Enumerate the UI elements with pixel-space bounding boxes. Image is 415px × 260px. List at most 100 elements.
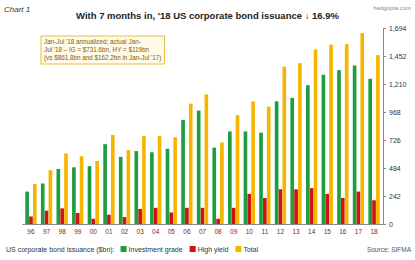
tick-label: 05 <box>168 228 176 235</box>
series <box>25 65 372 224</box>
tick-label: 1,452 <box>389 53 407 60</box>
tick: 16 <box>339 224 347 235</box>
tick: 09 <box>230 224 238 235</box>
bar <box>169 212 173 224</box>
bar <box>263 198 267 224</box>
tick: 96 <box>27 224 35 235</box>
bar <box>92 219 96 224</box>
tick-label: 16 <box>339 228 347 235</box>
bar <box>76 213 80 224</box>
bar <box>45 211 49 224</box>
series <box>33 33 380 224</box>
tick: 11 <box>262 224 269 235</box>
annotation-text: Jan-Jul '18 annualized; actual Jan- <box>44 38 141 45</box>
bar <box>376 55 380 224</box>
tick-label: 09 <box>230 228 238 235</box>
tick-label: 10 <box>246 228 254 235</box>
bar <box>142 136 146 224</box>
legend-swatch <box>235 246 241 252</box>
tick: 484 <box>383 165 401 172</box>
bar <box>314 49 318 224</box>
tick: 01 <box>105 224 113 235</box>
tick: 726 <box>383 137 401 144</box>
bar <box>185 208 189 224</box>
bar <box>107 215 111 224</box>
axis-line <box>384 29 387 225</box>
bar <box>95 161 99 224</box>
tick-label: 18 <box>370 228 378 235</box>
bar <box>25 192 29 224</box>
tick-label: 00 <box>90 228 98 235</box>
bar <box>267 107 271 224</box>
tick: 1,694 <box>383 25 407 32</box>
bar <box>205 94 209 224</box>
tick: 05 <box>168 224 176 235</box>
tick: 0 <box>383 221 393 228</box>
tick: 08 <box>214 224 222 235</box>
tick-label: 02 <box>121 228 129 235</box>
tick-label: 04 <box>152 228 160 235</box>
tick: 17 <box>355 224 363 235</box>
tick: 15 <box>324 224 332 235</box>
tick: 968 <box>383 109 401 116</box>
chart-label: Chart 1 <box>4 5 30 14</box>
axis-line <box>23 224 384 225</box>
chart: Chart 1With 7 months in, '18 US corporat… <box>0 0 415 260</box>
bars <box>25 33 379 224</box>
tick: 10 <box>246 224 254 235</box>
tick-mark <box>383 196 386 197</box>
tick-mark <box>383 84 386 85</box>
tick-label: 13 <box>292 228 300 235</box>
tick-label: 96 <box>27 228 35 235</box>
tick-label: 484 <box>389 165 401 172</box>
tick-mark <box>383 168 386 169</box>
bar <box>123 217 127 224</box>
tick-mark <box>383 140 386 141</box>
bar <box>216 219 220 224</box>
bar <box>322 75 326 224</box>
tick: 00 <box>90 224 98 235</box>
bar <box>310 188 314 224</box>
bar <box>33 184 37 224</box>
bar <box>259 133 263 224</box>
tick-label: 14 <box>308 228 316 235</box>
legend-swatch <box>190 246 196 252</box>
source: Source: SIFMA <box>367 246 412 253</box>
annotation-box <box>41 36 164 64</box>
tick-label: 0 <box>389 221 393 228</box>
bar <box>337 70 341 224</box>
bar <box>212 148 216 224</box>
tick-label: 08 <box>214 228 222 235</box>
bar <box>236 115 240 224</box>
tick: 98 <box>59 224 67 235</box>
tick-label: 06 <box>183 228 191 235</box>
tick-label: 11 <box>262 228 269 235</box>
tick-label: 07 <box>199 228 207 235</box>
bar <box>150 152 154 224</box>
tick-label: 99 <box>74 228 82 235</box>
annotation-text: (vs $861.8bn and $162.2bn in Jan-Jul '17… <box>44 54 161 62</box>
bar <box>306 85 310 224</box>
bar <box>64 153 68 224</box>
tick-mark <box>383 28 386 29</box>
bar <box>127 150 131 224</box>
tick: 18 <box>370 224 378 235</box>
bar <box>345 44 349 224</box>
annotation: Jan-Jul '18 annualized; actual Jan-Jul '… <box>41 36 164 64</box>
bar <box>158 136 162 224</box>
legend-swatch <box>121 246 127 252</box>
bar <box>60 208 64 224</box>
x-axis: 9697989900010203040506070809101112131415… <box>23 224 384 235</box>
bar <box>49 170 53 224</box>
legend-label: Investment grade <box>129 246 183 254</box>
bar <box>290 98 294 224</box>
tick: 1,210 <box>383 81 407 88</box>
tick: 242 <box>383 193 401 200</box>
bar <box>220 142 224 224</box>
legend-label: Total <box>243 246 258 253</box>
bar <box>201 208 205 224</box>
bar <box>279 189 283 224</box>
bar <box>197 111 201 224</box>
bar <box>88 166 92 224</box>
bar <box>166 149 170 224</box>
